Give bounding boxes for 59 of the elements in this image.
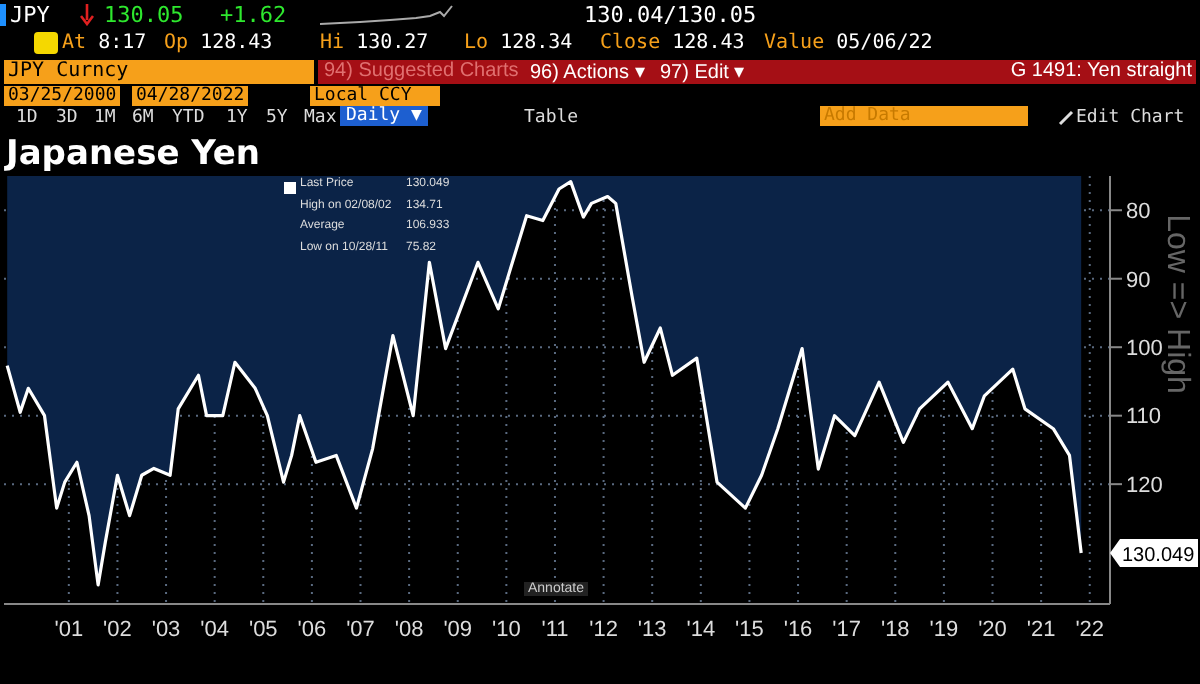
x-tick-label: '01: [54, 617, 84, 642]
text: 130.05: [104, 2, 184, 28]
text: 96) Actions ▾: [530, 60, 645, 84]
y-tick-label: 100: [1126, 337, 1163, 362]
x-tick-label: '22: [1075, 617, 1105, 642]
text: 130.04/130.05: [584, 2, 757, 28]
x-tick-label: '19: [929, 617, 959, 642]
x-tick-label: '16: [783, 617, 813, 642]
x-tick-label: '10: [492, 617, 521, 642]
text: Local CCY: [310, 86, 440, 106]
text: +1.62: [220, 2, 287, 28]
text: Close 128.43: [600, 32, 745, 54]
x-tick-label: '20: [978, 617, 1007, 642]
text: 1Y: [226, 108, 248, 128]
x-tick-label: '04: [200, 617, 230, 642]
text: Table: [524, 108, 579, 128]
y-tick-label: 120: [1126, 473, 1163, 498]
text: JPY Curncy: [8, 60, 129, 82]
text: Lo 128.34: [464, 32, 573, 54]
text: G 1491: Yen straight: [1008, 60, 1192, 82]
x-tick-label: '08: [394, 617, 424, 642]
x-tick-label: '15: [735, 617, 764, 642]
y-tick-label: 80: [1126, 200, 1151, 225]
text: 94) Suggested Charts: [324, 60, 519, 82]
x-tick-label: '03: [151, 617, 181, 642]
y-tick-label: 110: [1126, 405, 1162, 430]
x-tick-label: '14: [686, 617, 716, 642]
text: Max: [304, 108, 337, 128]
text: At 8:17: [62, 32, 147, 54]
text: Op 128.43: [164, 32, 273, 54]
text: Daily ▼: [340, 106, 428, 126]
text: 3D: [56, 108, 78, 128]
text: YTD: [172, 108, 205, 128]
text: 6M: [132, 108, 154, 128]
x-tick-label: '13: [637, 617, 667, 642]
y-axis-title: Low => High: [1160, 214, 1194, 394]
x-tick-label: '18: [880, 617, 910, 642]
chart-title: Japanese Yen: [6, 134, 261, 174]
text: JPY: [10, 2, 50, 28]
x-tick-label: '11: [541, 617, 569, 642]
text: 1D: [16, 108, 38, 128]
annotation: 130.049: [1122, 544, 1196, 567]
text: Hi 130.27: [320, 32, 429, 54]
y-tick-label: 90: [1126, 268, 1151, 293]
text: 1M: [94, 108, 116, 128]
x-tick-label: '17: [832, 617, 862, 642]
text: 97) Edit ▾: [660, 60, 745, 84]
x-tick-label: '02: [103, 617, 132, 642]
x-tick-label: '05: [248, 617, 278, 642]
text: Value 05/06/22: [764, 32, 933, 54]
text: 5Y: [266, 108, 288, 128]
x-tick-label: '21: [1026, 617, 1056, 642]
x-tick-label: '09: [443, 617, 473, 642]
x-tick-label: '07: [346, 617, 375, 642]
x-tick-label: '06: [297, 617, 327, 642]
text: 04/28/2022: [132, 86, 249, 106]
x-tick-label: '12: [589, 617, 618, 642]
text: Edit Chart: [1076, 108, 1185, 128]
text: 03/25/2000: [4, 86, 121, 106]
